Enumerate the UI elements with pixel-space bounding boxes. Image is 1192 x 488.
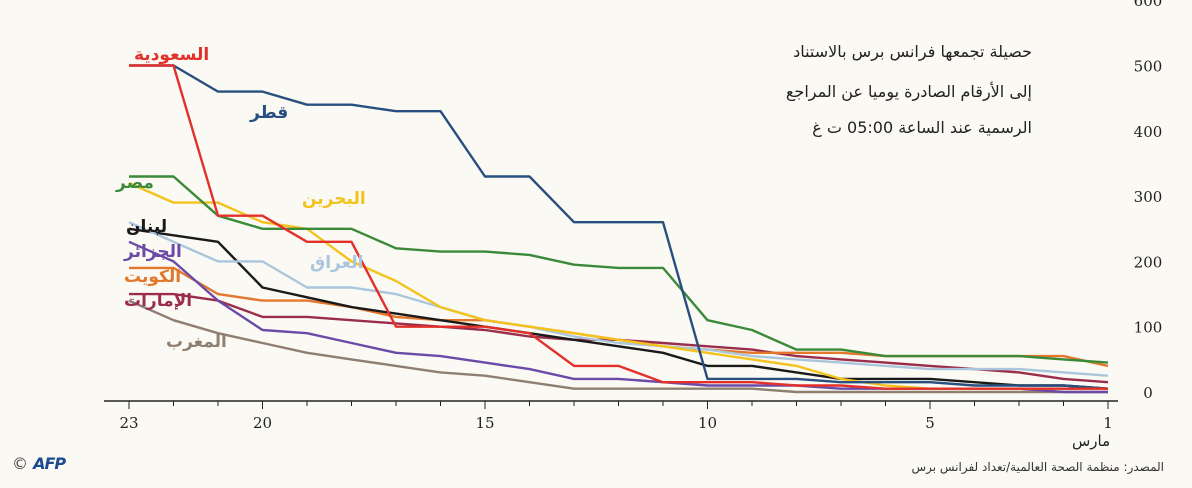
y-tick-label-500: 500 [1134, 58, 1163, 76]
series-line-5 [128, 227, 1109, 390]
series-label-6: الجزائر [123, 242, 182, 262]
afp-logo: AFP [33, 454, 66, 473]
x-tick-label-5: 5 [925, 414, 935, 432]
series-label-4: العراق [310, 253, 363, 273]
note-line-1: حصيلة تجمعها فرانس برس بالاستناد [793, 42, 1032, 61]
series-label-7: الكويت [124, 267, 181, 287]
x-tick-label-1: 1 [1103, 414, 1113, 432]
x-axis-unit-label: مارس [1072, 432, 1111, 450]
copyright-symbol: © [12, 454, 28, 473]
y-tick-label-300: 300 [1134, 188, 1163, 206]
series-label-2: مصر [115, 173, 154, 193]
x-axis-ticks [128, 401, 1109, 409]
x-tick-label-23: 23 [119, 414, 138, 432]
series-line-0 [129, 64, 1108, 390]
x-tick-label-15: 15 [475, 414, 494, 432]
y-tick-label-600: 600 [1134, 0, 1163, 10]
series-labels: السعودية قطر مصر البحرين العراق لبنان الجزائر ا… [115, 45, 366, 352]
y-tick-label-200: 200 [1134, 253, 1163, 271]
source-text: المصدر: منظمة الصحة العالمية/تعداد لفران… [911, 460, 1164, 474]
note-line-3: الرسمية عند الساعة 05:00 ت غ [812, 118, 1032, 137]
series-line-4 [128, 221, 1109, 377]
series-label-3: البحرين [302, 189, 366, 209]
series-label-8: الإمارات [124, 291, 192, 311]
x-tick-label-10: 10 [698, 414, 717, 432]
y-tick-label-400: 400 [1134, 123, 1163, 141]
series-line-9 [128, 299, 1108, 394]
series-lines [128, 64, 1109, 394]
y-tick-label-100: 100 [1134, 319, 1163, 337]
afp-credit: © AFP [12, 454, 66, 473]
series-label-9: المغرب [166, 332, 227, 352]
series-line-2 [129, 175, 1109, 364]
series-label-1: قطر [249, 103, 288, 123]
x-axis-tick-labels: 23 20 15 10 5 1 [119, 414, 1112, 432]
y-axis-tick-labels: 0 100 200 300 400 500 600 [1134, 0, 1163, 402]
note-line-2: إلى الأرقام الصادرة يوميا عن المراجع [785, 82, 1032, 101]
series-line-3 [128, 181, 1108, 390]
series-label-0: السعودية [134, 45, 209, 65]
y-tick-label-0: 0 [1143, 384, 1153, 402]
x-tick-label-20: 20 [253, 414, 272, 432]
series-label-5: لبنان [126, 217, 167, 237]
series-line-1 [129, 64, 1109, 390]
